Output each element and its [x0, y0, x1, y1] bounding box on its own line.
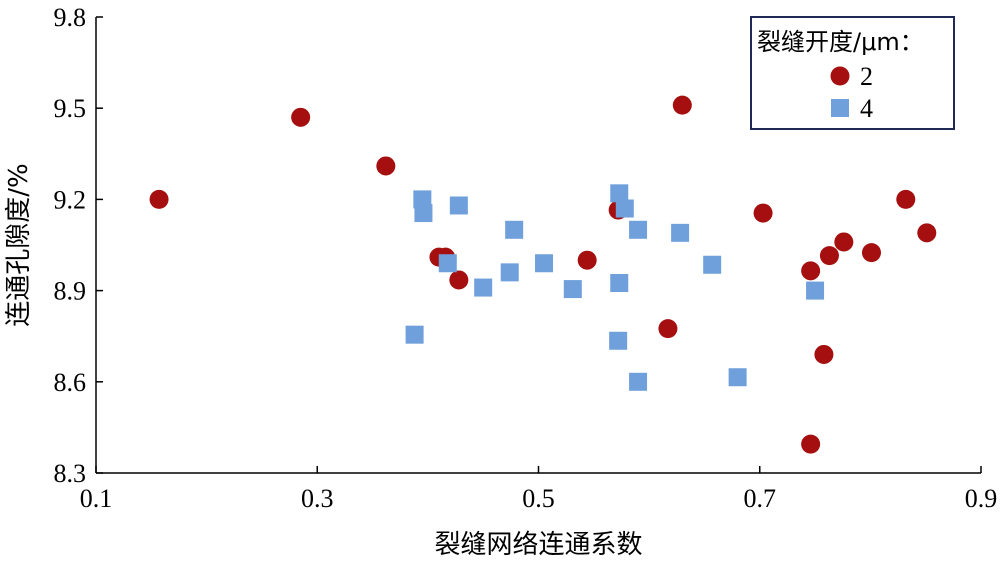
- axes: [95, 16, 982, 474]
- x-axis-title: 裂缝网络连通系数: [434, 530, 642, 560]
- data-point-4: [505, 220, 524, 239]
- x-tick-label: 0.3: [301, 484, 334, 513]
- tick-labels: 0.1 0.3 0.5 0.7 0.9 8.3 8.6 8.9 9.2 9.5 9.8: [54, 3, 998, 513]
- y-axis-title: 连通孔隙度/%: [4, 163, 34, 326]
- x-tick-label: 0.1: [80, 484, 113, 513]
- legend-box: [750, 16, 955, 130]
- data-point-4: [629, 372, 648, 391]
- data-point-2: [672, 95, 692, 115]
- data-point-4: [500, 263, 519, 282]
- legend-title: 裂缝开度/μm：: [757, 28, 924, 56]
- y-tick-label: 8.9: [54, 277, 87, 306]
- data-point-4: [609, 331, 628, 350]
- data-point-2: [149, 189, 169, 209]
- data-point-2: [917, 223, 937, 243]
- data-point-2: [801, 434, 821, 454]
- data-point-2: [834, 232, 854, 252]
- data-point-2: [291, 107, 311, 127]
- data-point-4: [414, 204, 433, 223]
- data-point-4: [535, 254, 554, 273]
- data-point-2: [861, 243, 881, 263]
- data-point-4: [806, 281, 825, 300]
- legend-label-4: 4: [860, 94, 873, 123]
- data-point-4: [413, 190, 432, 209]
- y-tick-label: 9.2: [54, 185, 87, 214]
- y-tick-label: 8.3: [54, 459, 87, 488]
- data-point-4: [728, 368, 747, 387]
- data-point-4: [610, 274, 629, 292]
- data-point-4: [615, 199, 634, 218]
- data-point-2: [819, 246, 839, 266]
- data-point-2: [376, 156, 396, 176]
- data-point-4: [563, 280, 582, 299]
- data-point-4: [610, 184, 629, 203]
- legend-label-2: 2: [860, 62, 873, 91]
- legend-marker-4: [831, 99, 849, 117]
- y-tick-label: 9.5: [54, 94, 87, 123]
- x-tick-label: 0.7: [744, 484, 777, 513]
- data-point-2: [449, 270, 469, 290]
- data-point-2: [577, 250, 597, 270]
- data-point-4: [438, 254, 457, 273]
- data-point-2: [753, 203, 773, 223]
- data-points: [149, 95, 937, 454]
- data-point-4: [703, 255, 722, 274]
- data-point-4: [671, 223, 690, 242]
- x-tick-label: 0.9: [965, 484, 998, 513]
- x-tick-label: 0.5: [522, 484, 555, 513]
- data-point-4: [474, 278, 493, 297]
- y-tick-label: 9.8: [54, 3, 87, 32]
- data-point-4: [405, 325, 424, 344]
- legend-marker-2: [830, 66, 850, 86]
- data-point-2: [896, 189, 916, 209]
- data-point-2: [814, 344, 834, 364]
- legend: 裂缝开度/μm： 2 4: [750, 16, 955, 130]
- data-point-2: [658, 319, 678, 339]
- data-point-2: [801, 261, 821, 281]
- y-tick-label: 8.6: [54, 368, 87, 397]
- data-point-4: [449, 196, 468, 215]
- data-point-4: [629, 220, 648, 239]
